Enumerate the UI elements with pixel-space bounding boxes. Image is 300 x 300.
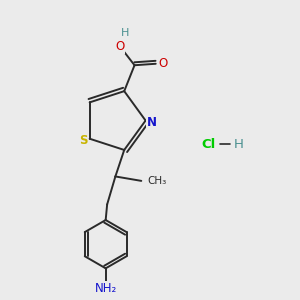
Text: Cl: Cl [202,138,216,151]
Text: H: H [121,28,129,38]
Text: O: O [115,40,124,53]
Text: N: N [147,116,157,128]
Text: H: H [233,138,243,151]
Text: O: O [158,57,168,70]
Text: CH₃: CH₃ [147,176,166,186]
Text: S: S [79,134,87,147]
Text: NH₂: NH₂ [94,282,117,296]
